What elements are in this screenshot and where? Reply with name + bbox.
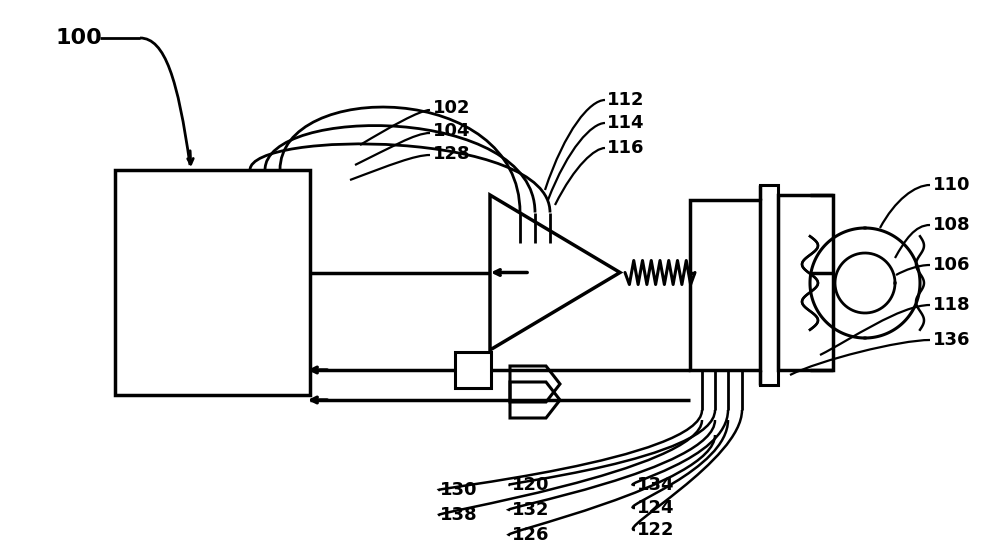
Text: 102: 102 [433, 99, 471, 117]
Text: 120: 120 [512, 476, 550, 494]
Bar [778, 195, 833, 370]
Text: 118: 118 [933, 296, 971, 314]
Text: 112: 112 [607, 91, 644, 109]
Text: 110: 110 [933, 176, 970, 194]
Text: 122: 122 [637, 521, 674, 539]
Text: 132: 132 [512, 501, 550, 519]
Text: 134: 134 [637, 476, 674, 494]
Text: 100: 100 [55, 28, 102, 48]
Text: 108: 108 [933, 216, 971, 234]
Text: 138: 138 [440, 506, 478, 524]
Bar [760, 185, 778, 385]
Text: 104: 104 [433, 122, 471, 140]
Bar [690, 200, 760, 370]
Bar [455, 352, 491, 388]
Text: 106: 106 [933, 256, 970, 274]
Text: 114: 114 [607, 114, 644, 132]
Text: 136: 136 [933, 331, 970, 349]
Text: 126: 126 [512, 526, 550, 544]
Bar [115, 170, 310, 395]
Text: 124: 124 [637, 499, 674, 517]
Text: 128: 128 [433, 145, 471, 163]
Text: 130: 130 [440, 481, 478, 499]
Text: 116: 116 [607, 139, 644, 157]
